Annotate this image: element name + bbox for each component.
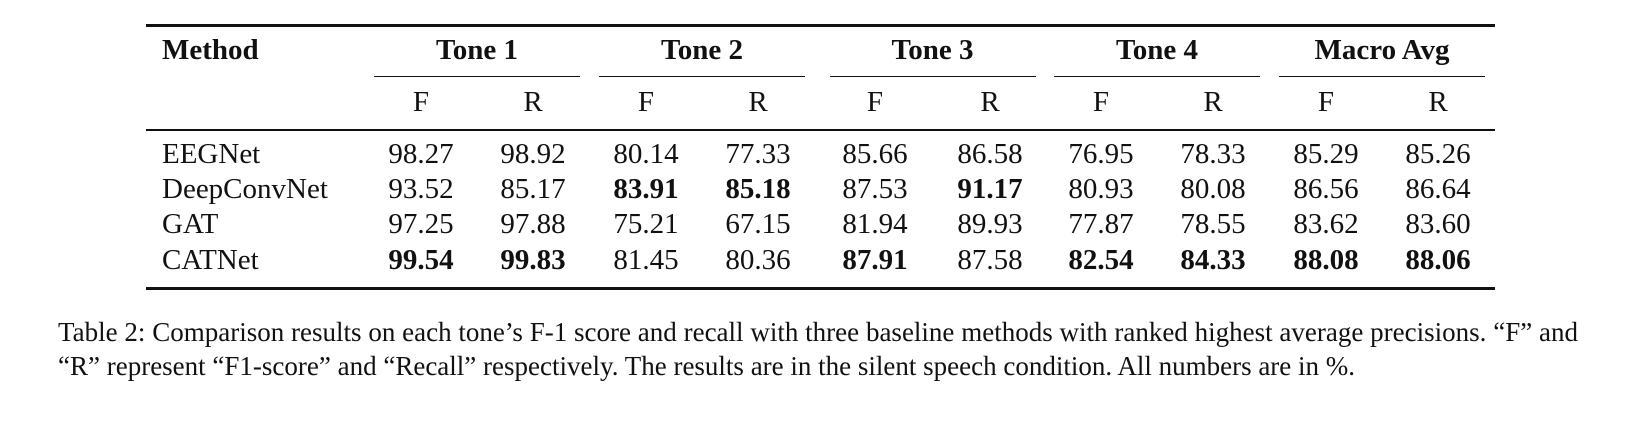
cell: 78.33 [1180,138,1246,170]
cell: 85.29 [1293,138,1359,170]
cell: 85.18 [725,173,791,205]
group-rule [374,76,580,78]
cell: 93.52 [388,173,454,205]
cell: 85.17 [500,173,566,205]
mid-rule [146,129,1495,131]
cell: 97.25 [388,208,454,240]
method-header: Method [162,34,259,66]
cell: 88.06 [1405,244,1471,276]
subheader: F [866,86,884,118]
group-rule [1054,76,1260,78]
group-header: Tone 3 [891,34,974,66]
cell: 87.58 [957,244,1023,276]
cell: 84.33 [1180,244,1246,276]
cell: 67.15 [725,208,791,240]
cell: 80.08 [1180,173,1246,205]
cell: 85.26 [1405,138,1471,170]
subheader: R [1428,86,1448,118]
subheader: R [748,86,768,118]
group-header: Tone 4 [1116,34,1198,66]
subheader: R [1203,86,1223,118]
group-rule [599,76,805,78]
cell: 91.17 [957,173,1023,205]
top-rule [146,24,1495,27]
subheader: F [637,86,655,118]
cell: 86.58 [957,138,1023,170]
cell: 80.36 [725,244,791,276]
cell: 97.88 [500,208,566,240]
subheader: F [1317,86,1335,118]
cell: 85.66 [842,138,908,170]
group-rule [829,76,1036,78]
cell: 78.55 [1180,208,1246,240]
subheader: R [980,86,1000,118]
cell: 86.56 [1293,173,1359,205]
subheader: F [412,86,430,118]
cell: 81.94 [842,208,908,240]
bottom-rule [146,287,1495,290]
cell: 77.33 [725,138,791,170]
method-name: CATNet [162,244,259,276]
cell: 98.92 [500,138,566,170]
cell: 83.60 [1405,208,1471,240]
cell: 81.45 [613,244,679,276]
cell: 98.27 [388,138,454,170]
method-name: EEGNet [162,138,261,170]
cell: 80.93 [1068,173,1134,205]
cell: 99.83 [500,244,566,276]
cell: 80.14 [613,138,679,170]
subheader: R [523,86,543,118]
method-name: DeepConvNet [162,173,328,205]
group-rule [1279,76,1485,78]
cell: 87.53 [842,173,908,205]
cell: 83.62 [1293,208,1359,240]
cell: 83.91 [613,173,679,205]
cell: 86.64 [1405,173,1471,205]
cell: 75.21 [613,208,679,240]
cell: 82.54 [1068,244,1134,276]
cell: 99.54 [388,244,454,276]
subheader: F [1092,86,1110,118]
cell: 87.91 [842,244,908,276]
cell: 76.95 [1068,138,1134,170]
method-name: GAT [162,208,219,240]
cell: 77.87 [1068,208,1134,240]
caption: Table 2: Comparison results on each tone… [58,317,1578,381]
cell: 88.08 [1293,244,1359,276]
group-header: Tone 2 [661,34,743,66]
cell: 89.93 [957,208,1023,240]
group-header: Tone 1 [436,34,518,66]
group-header: Macro Avg [1314,34,1450,66]
